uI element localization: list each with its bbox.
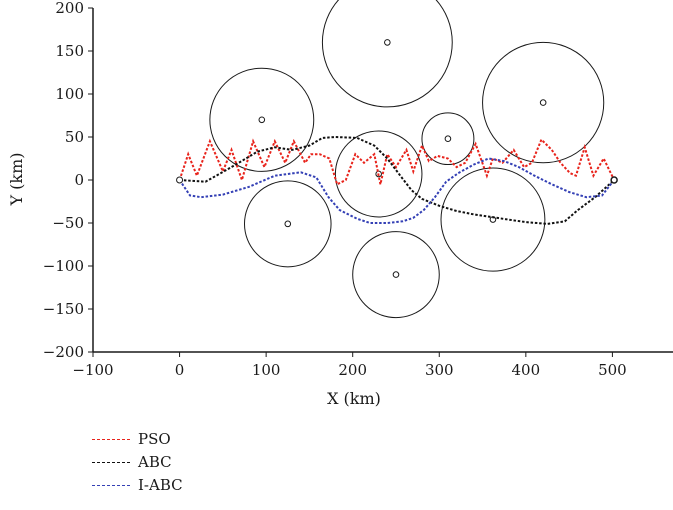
obstacle-circle: [482, 41, 605, 164]
end-point-marker: [610, 176, 618, 184]
ticks-layer: −100 0 100 200 300 400 500 −200 −150 −100 −50 0 50 10…: [43, 0, 627, 379]
legend-swatch: [92, 485, 130, 486]
x-tick-label: 100: [252, 361, 281, 379]
y-tick-label: 150: [55, 42, 84, 60]
y-tick-label: −150: [43, 300, 84, 318]
obstacle-center-marker: [284, 220, 292, 228]
obstacle-circle: [334, 130, 423, 218]
obstacle-center-marker: [384, 39, 391, 46]
x-tick-label: 0: [175, 361, 185, 379]
legend-item-i-abc: I-ABC: [92, 474, 252, 497]
obstacle-circle: [321, 0, 453, 108]
obstacle-circle: [440, 167, 546, 272]
x-tick-label: 200: [338, 361, 367, 379]
legend-swatch: [92, 462, 130, 463]
paths-layer: [176, 135, 618, 225]
y-tick-label: 0: [74, 171, 84, 189]
legend-item-pso: PSO: [92, 428, 252, 451]
x-axis-label: X (km): [327, 389, 381, 408]
obstacle-center-marker: [539, 99, 547, 106]
y-tick-label: −100: [43, 257, 84, 275]
obstacle-center-marker: [392, 271, 400, 278]
x-tick-label: −100: [72, 361, 113, 379]
legend-label: PSO: [138, 430, 171, 448]
y-tick-label: 50: [65, 128, 84, 146]
y-tick-label: −50: [52, 214, 84, 232]
y-tick-label: 100: [55, 85, 84, 103]
legend-label: I-ABC: [138, 476, 183, 494]
y-axis-label: Y (km): [7, 153, 26, 207]
x-tick-label: 400: [512, 361, 541, 379]
legend-item-abc: ABC: [92, 451, 252, 474]
start-point-marker: [176, 176, 184, 184]
x-tick-label: 300: [425, 361, 454, 379]
obstacle-center-marker: [444, 135, 452, 143]
legend: PSO ABC I-ABC: [92, 428, 252, 497]
y-tick-label: 200: [55, 0, 84, 17]
path-line-abc: [179, 135, 615, 225]
obstacles-layer: [209, 0, 605, 319]
obstacle-center-marker: [258, 116, 266, 124]
obstacle-circle: [352, 231, 440, 319]
obstacle-circle: [243, 180, 332, 268]
obstacle-circle: [421, 112, 475, 166]
path-line-pso: [178, 137, 616, 186]
legend-swatch: [92, 439, 130, 440]
obstacle-circle: [209, 67, 315, 172]
legend-label: ABC: [138, 453, 172, 471]
y-tick-label: −200: [43, 343, 84, 361]
x-tick-label: 500: [598, 361, 627, 379]
path-line-i-abc: [178, 157, 615, 224]
